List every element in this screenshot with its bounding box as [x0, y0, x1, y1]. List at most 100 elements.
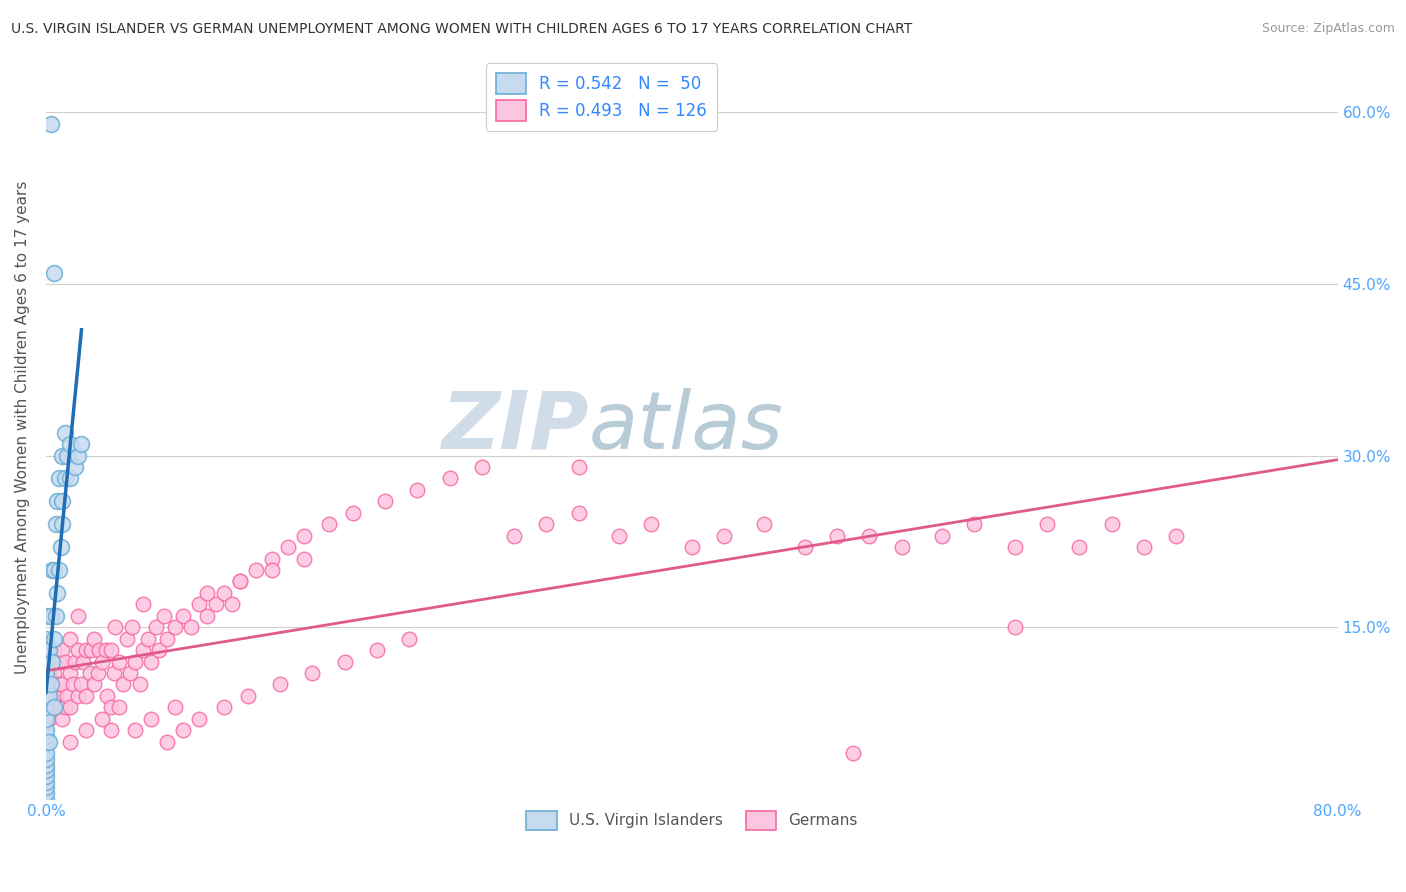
Point [104, 620, 127, 634]
Point [53, 471, 76, 485]
Point [48, 700, 70, 714]
Point [42, 563, 65, 577]
Point [180, 620, 202, 634]
Point [197, 586, 219, 600]
Point [63, 655, 86, 669]
Point [89, 643, 111, 657]
Point [132, 597, 155, 611]
Point [42, 700, 65, 714]
Point [35, 677, 58, 691]
Point [35, 746, 58, 760]
Point [342, 506, 364, 520]
Point [41, 655, 63, 669]
Point [1166, 529, 1188, 543]
Point [681, 540, 703, 554]
Point [86, 665, 108, 680]
Point [49, 540, 72, 554]
Point [59, 665, 82, 680]
Point [35, 786, 58, 800]
Point [53, 425, 76, 440]
Point [48, 563, 70, 577]
Point [228, 574, 250, 589]
Point [35, 757, 58, 772]
Point [63, 460, 86, 475]
Point [35, 700, 58, 714]
Point [72, 655, 94, 669]
Point [128, 677, 150, 691]
Point [53, 700, 76, 714]
Point [35, 752, 58, 766]
Text: Source: ZipAtlas.com: Source: ZipAtlas.com [1261, 22, 1395, 36]
Point [103, 665, 125, 680]
Point [39, 608, 62, 623]
Point [236, 689, 259, 703]
Point [35, 665, 58, 680]
Point [100, 700, 122, 714]
Point [112, 677, 135, 691]
Point [825, 529, 848, 543]
Point [51, 517, 73, 532]
Text: ZIP: ZIP [441, 388, 589, 466]
Point [439, 471, 461, 485]
Point [67, 608, 90, 623]
Point [96, 689, 118, 703]
Point [46, 494, 69, 508]
Point [188, 597, 211, 611]
Point [148, 643, 170, 657]
Point [165, 700, 187, 714]
Point [245, 563, 267, 577]
Point [35, 723, 58, 738]
Point [754, 517, 776, 532]
Point [35, 792, 58, 806]
Point [94, 643, 117, 657]
Point [100, 643, 122, 657]
Point [56, 689, 79, 703]
Point [48, 655, 70, 669]
Y-axis label: Unemployment Among Women with Children Ages 6 to 17 years: Unemployment Among Women with Children A… [15, 180, 30, 673]
Point [406, 483, 429, 497]
Point [48, 471, 70, 485]
Point [333, 655, 356, 669]
Point [80, 643, 103, 657]
Point [292, 529, 315, 543]
Point [38, 712, 60, 726]
Legend: U.S. Virgin Islanders, Germans: U.S. Virgin Islanders, Germans [520, 805, 863, 836]
Point [46, 677, 69, 691]
Point [228, 574, 250, 589]
Point [45, 517, 67, 532]
Point [35, 712, 58, 726]
Point [91, 655, 114, 669]
Point [374, 494, 396, 508]
Point [931, 529, 953, 543]
Point [51, 712, 73, 726]
Point [45, 608, 67, 623]
Point [139, 712, 162, 726]
Point [75, 643, 97, 657]
Point [536, 517, 558, 532]
Point [132, 643, 155, 657]
Point [35, 608, 58, 623]
Point [45, 689, 67, 703]
Point [35, 734, 58, 748]
Point [100, 723, 122, 738]
Point [607, 529, 630, 543]
Point [42, 632, 65, 646]
Point [38, 665, 60, 680]
Point [39, 677, 62, 691]
Point [204, 597, 226, 611]
Point [70, 677, 93, 691]
Point [793, 540, 815, 554]
Point [107, 655, 129, 669]
Point [59, 734, 82, 748]
Point [269, 677, 291, 691]
Point [121, 620, 143, 634]
Point [398, 632, 420, 646]
Point [35, 689, 58, 703]
Point [35, 769, 58, 783]
Point [62, 677, 84, 691]
Point [49, 677, 72, 691]
Point [59, 632, 82, 646]
Point [1069, 540, 1091, 554]
Point [38, 643, 60, 657]
Point [212, 586, 235, 600]
